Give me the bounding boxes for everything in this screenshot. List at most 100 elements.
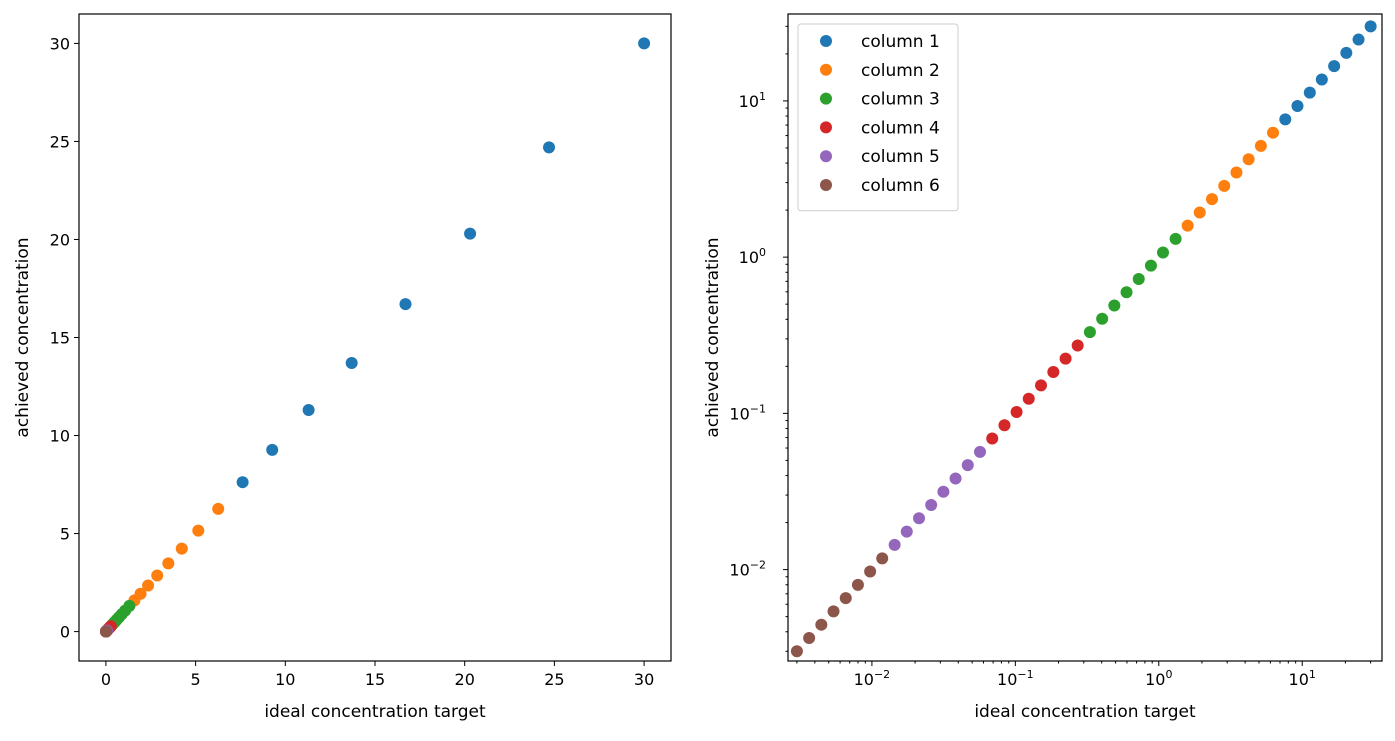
x-axis-label: ideal concentration target — [974, 702, 1196, 722]
data-point — [1059, 352, 1072, 365]
legend-marker — [820, 35, 832, 47]
x-tick-label: 15 — [365, 670, 385, 689]
y-tick-label: 20 — [50, 230, 70, 249]
data-point — [1328, 60, 1341, 73]
data-point — [925, 499, 938, 512]
data-point — [302, 404, 315, 417]
axes-frame — [787, 13, 1383, 662]
y-tick-label: 10−2 — [729, 559, 766, 580]
legend-marker — [820, 150, 832, 163]
data-point — [1108, 299, 1121, 312]
data-point — [790, 645, 803, 658]
data-point — [973, 445, 986, 458]
x-tick-label: 101 — [1289, 668, 1316, 689]
data-point — [162, 557, 175, 570]
x-tick-label: 25 — [544, 670, 564, 689]
data-point — [192, 524, 205, 537]
data-point — [937, 485, 950, 498]
data-point — [851, 578, 864, 591]
data-point — [1010, 406, 1023, 419]
data-point — [1205, 193, 1218, 206]
data-point — [99, 625, 112, 638]
x-tick-label: 100 — [1145, 668, 1172, 689]
y-tick-label: 10 — [50, 427, 70, 446]
y-tick-label: 30 — [50, 34, 70, 53]
data-point — [1071, 339, 1084, 352]
y-tick-label: 15 — [50, 329, 70, 348]
data-point — [399, 298, 412, 311]
y-tick-label: 25 — [50, 132, 70, 151]
data-point — [876, 552, 889, 565]
data-point — [839, 592, 852, 605]
data-point — [1144, 259, 1157, 272]
data-point — [900, 525, 913, 538]
data-point — [1035, 379, 1048, 392]
data-point — [913, 512, 926, 525]
data-point — [1291, 100, 1304, 113]
data-point — [1083, 326, 1096, 339]
data-point — [1340, 46, 1353, 59]
data-point — [142, 579, 155, 592]
data-point — [151, 569, 164, 582]
data-point — [266, 443, 279, 456]
data-point — [1169, 232, 1182, 245]
data-point — [1303, 86, 1316, 99]
data-point — [888, 538, 901, 551]
data-point — [1315, 73, 1328, 86]
axes-frame — [78, 13, 672, 662]
legend-label: column 5 — [861, 147, 940, 167]
legend-label: column 3 — [861, 90, 940, 110]
x-tick-label: 10−1 — [997, 668, 1034, 689]
data-point — [1267, 126, 1280, 139]
data-point — [1193, 206, 1206, 219]
y-tick-label: 0 — [60, 623, 70, 642]
data-point — [1096, 312, 1109, 325]
legend-marker — [820, 179, 832, 191]
data-point — [1242, 153, 1255, 166]
legend-marker — [820, 63, 832, 76]
data-point — [212, 502, 225, 515]
data-point — [1047, 365, 1060, 378]
legend-label: column 1 — [861, 32, 940, 52]
data-point — [815, 618, 828, 631]
x-tick-label: 5 — [191, 670, 201, 689]
data-point — [464, 227, 477, 240]
legend-label: column 2 — [861, 61, 940, 81]
data-point — [236, 476, 249, 489]
data-point — [827, 605, 840, 618]
data-point — [961, 459, 974, 472]
linear-scale-chart: 0 5 10 15 20 25 30 0 5 10 15 20 25 30 ideal concentrat… — [13, 13, 672, 722]
legend-marker — [820, 92, 832, 105]
y-tick-label: 10−1 — [729, 402, 766, 423]
y-axis-label: achieved concentration — [703, 237, 723, 437]
data-point — [345, 356, 358, 369]
x-axis-label: ideal concentration target — [264, 702, 486, 722]
data-point — [175, 542, 188, 555]
data-point — [1230, 166, 1243, 179]
legend-label: column 4 — [861, 118, 940, 138]
data-point — [1352, 33, 1365, 46]
data-point — [1181, 219, 1194, 232]
data-point — [1022, 392, 1035, 405]
x-tick-label: 10 — [275, 670, 295, 689]
data-point — [1120, 286, 1133, 299]
x-tick-label: 0 — [101, 670, 111, 689]
legend: column 1 column 2 column 3 column 4 column 5… — [797, 23, 959, 212]
legend-label: column 6 — [861, 176, 940, 196]
data-point — [998, 419, 1011, 432]
y-tick-label: 101 — [739, 90, 766, 111]
legend-box — [797, 23, 959, 212]
x-tick-label: 20 — [455, 670, 475, 689]
data-point — [1254, 139, 1267, 152]
data-point — [543, 141, 556, 154]
y-tick-label: 5 — [60, 525, 70, 544]
data-point — [949, 472, 962, 485]
data-point — [1132, 272, 1145, 285]
data-point — [1218, 179, 1231, 192]
x-tick-label: 10−2 — [854, 668, 891, 689]
data-point — [986, 432, 999, 445]
legend-marker — [820, 121, 832, 134]
data-point — [1279, 113, 1292, 126]
